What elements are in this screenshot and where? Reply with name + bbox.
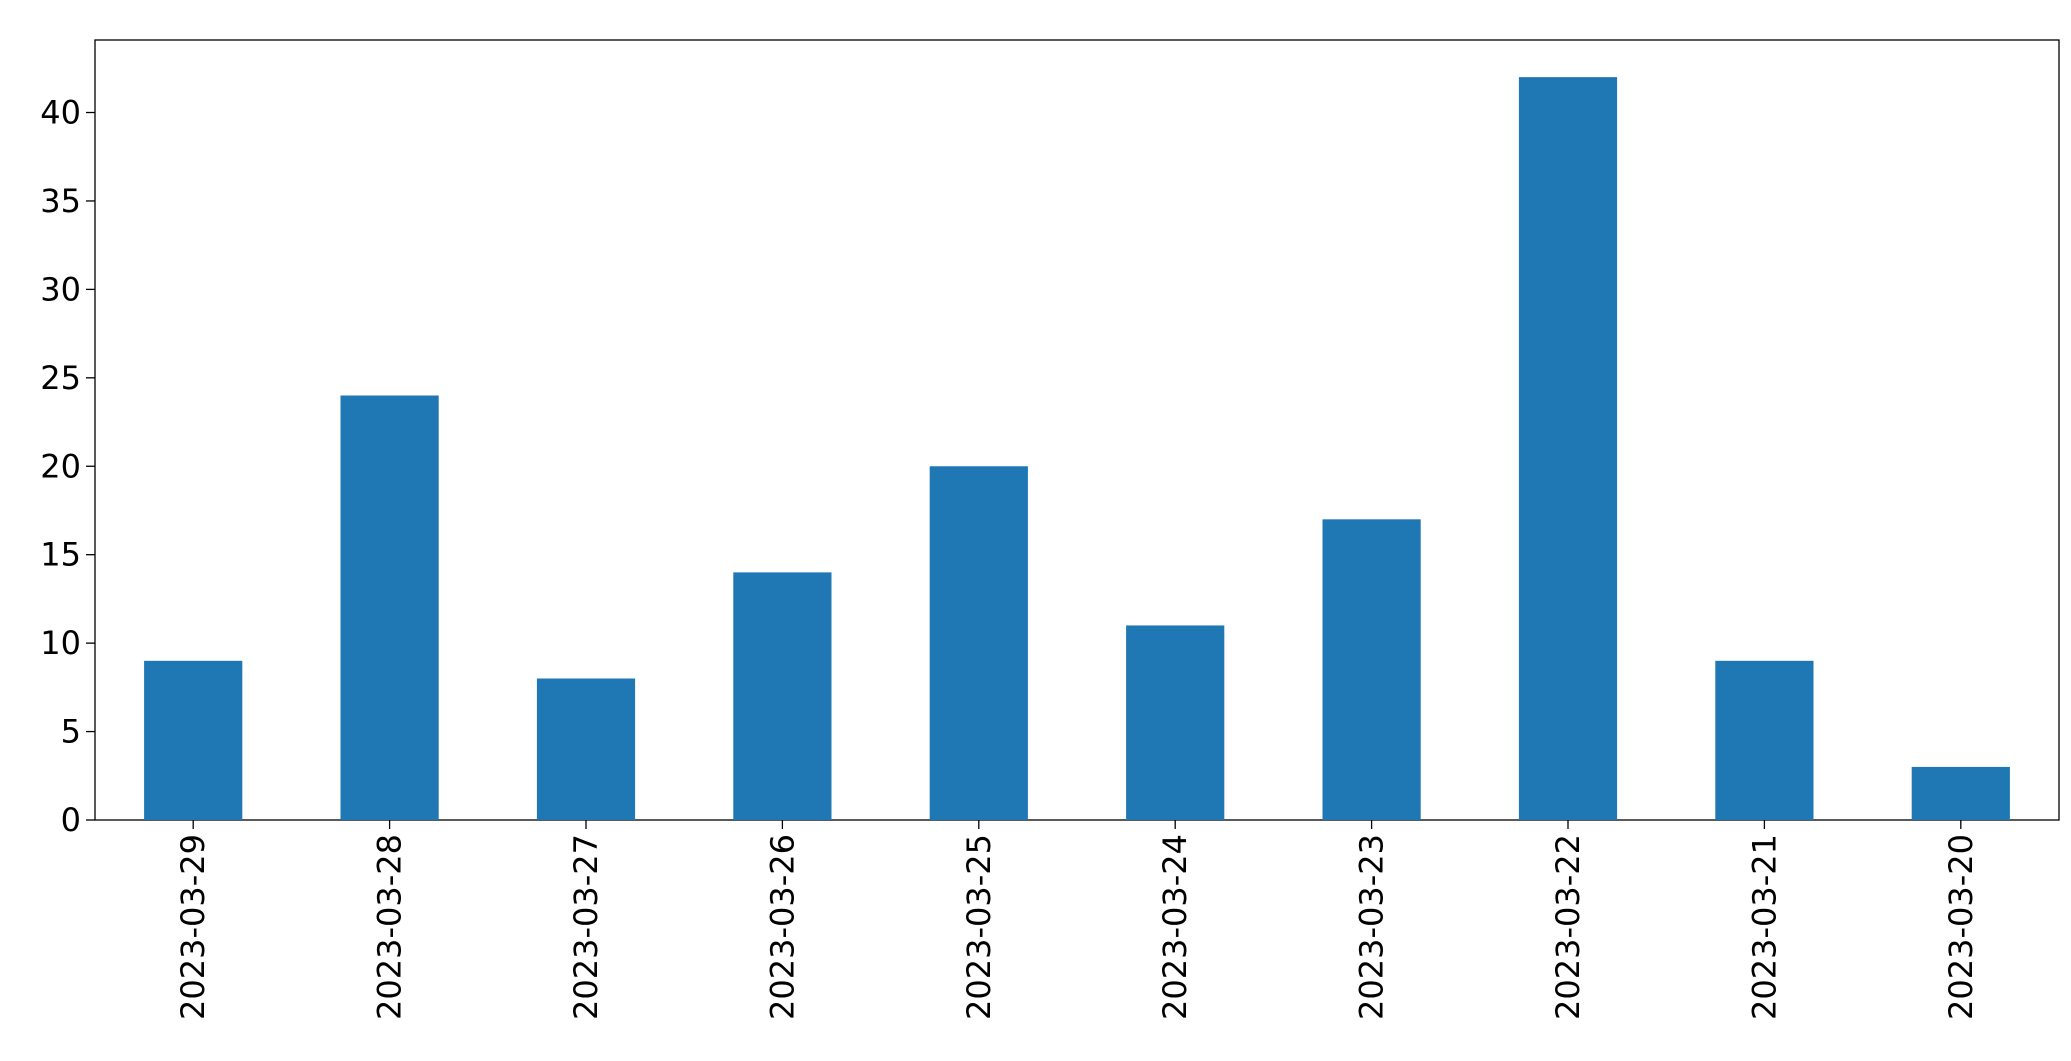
y-tick-label: 5 [61,713,81,751]
x-tick-label: 2023-03-22 [1549,834,1587,1020]
y-tick-label: 20 [40,447,81,485]
x-tick-label: 2023-03-26 [763,834,801,1020]
bar [340,395,439,820]
y-tick-label: 0 [61,801,81,839]
bar [733,572,832,820]
y-tick-label: 40 [40,94,81,132]
bar [1322,519,1421,820]
y-tick-label: 15 [40,536,81,574]
axes-frame [94,39,2060,821]
bar [144,660,243,820]
bar [929,466,1028,820]
x-tick-label: 2023-03-20 [1942,834,1980,1020]
bar [1715,660,1814,820]
y-tick-label: 25 [40,359,81,397]
x-tick-label: 2023-03-28 [371,834,409,1020]
bar [1126,625,1225,820]
y-tick-label: 10 [40,624,81,662]
bar [536,678,636,820]
bar [1911,766,2010,820]
y-tick-label: 35 [40,182,81,220]
x-tick-label: 2023-03-24 [1156,834,1194,1020]
x-tick-label: 2023-03-25 [960,834,998,1020]
y-tick-label: 30 [40,270,81,308]
x-tick-label: 2023-03-21 [1745,834,1783,1020]
x-tick-label: 2023-03-23 [1353,834,1391,1020]
bar [1518,77,1618,820]
x-tick-label: 2023-03-27 [567,834,605,1020]
x-tick-label: 2023-03-29 [174,834,212,1020]
